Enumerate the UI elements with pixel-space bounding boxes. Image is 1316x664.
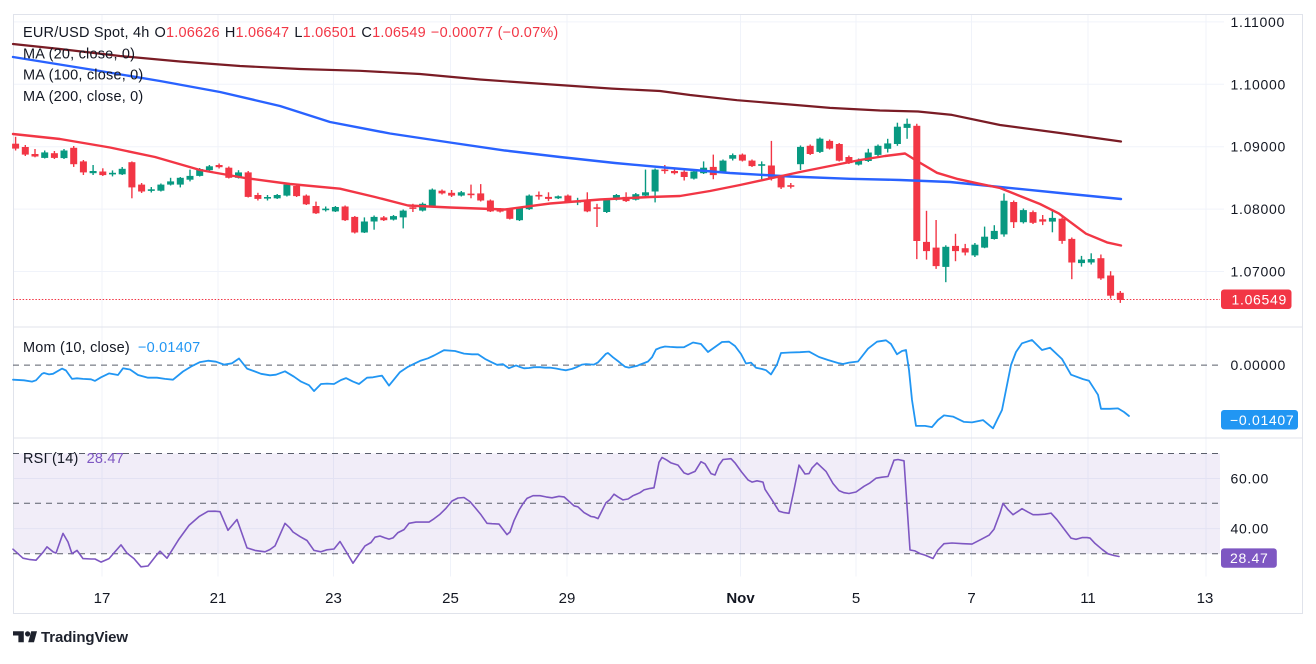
svg-text:−0.01407: −0.01407 [1230,412,1294,428]
svg-text:13: 13 [1197,590,1214,607]
svg-text:RSI (14)28.47: RSI (14) 28.47 [23,451,124,467]
svg-text:5: 5 [852,590,860,607]
svg-text:11: 11 [1080,590,1096,607]
svg-text:28.47: 28.47 [1230,550,1269,566]
svg-text:1.06549: 1.06549 [1232,291,1288,307]
svg-text:40.00: 40.00 [1231,521,1270,537]
svg-text:29: 29 [559,590,576,607]
svg-text:MA (200, close, 0): MA (200, close, 0) [23,89,143,105]
svg-text:7: 7 [967,590,975,607]
svg-text:23: 23 [325,590,342,607]
svg-text:MA (100, close, 0): MA (100, close, 0) [23,68,143,84]
svg-text:1.07000: 1.07000 [1231,264,1287,280]
svg-text:1.09000: 1.09000 [1231,139,1287,155]
svg-text:1.10000: 1.10000 [1231,76,1287,92]
svg-text:25: 25 [442,590,459,607]
svg-text:Nov: Nov [726,590,755,607]
svg-text:21: 21 [210,590,227,607]
svg-text:17: 17 [94,590,111,607]
svg-text:Mom (10, close)−0.01407: Mom (10, close) −0.01407 [23,340,200,356]
svg-text:1.08000: 1.08000 [1231,201,1287,217]
svg-text:0.00000: 0.00000 [1231,357,1287,373]
svg-text:60.00: 60.00 [1231,471,1270,487]
svg-text:MA (20, close, 0): MA (20, close, 0) [23,47,135,63]
svg-text:TradingView: TradingView [41,629,128,646]
svg-text:1.11000: 1.11000 [1231,14,1285,30]
